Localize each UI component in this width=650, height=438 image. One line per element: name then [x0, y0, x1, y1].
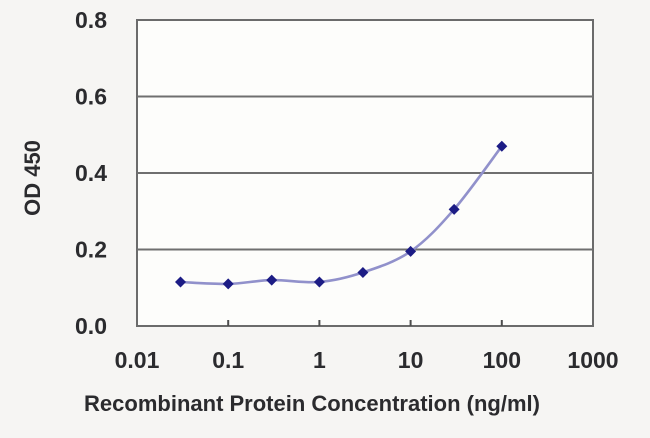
y-axis-title: OD 450 — [20, 140, 45, 216]
x-tick-label-0.1: 0.1 — [212, 347, 244, 373]
x-tick-label-10: 10 — [398, 347, 424, 373]
data-point-marker-10 — [405, 245, 417, 257]
data-point-marker-0.1 — [222, 278, 234, 290]
data-point-marker-3 — [357, 266, 369, 278]
data-point-marker-0.3 — [266, 274, 278, 286]
plot-area: 0.0 0.2 0.4 0.6 0.8 0.01 0.1 1 10 100 1000 — [75, 7, 619, 373]
y-tick-label-0.0: 0.0 — [75, 313, 107, 339]
data-point-marker-0.03 — [175, 276, 187, 288]
x-tick-label-1000: 1000 — [567, 347, 618, 373]
data-point-marker-30 — [448, 203, 460, 215]
x-tick-label-1: 1 — [313, 347, 326, 373]
x-tick-label-0.01: 0.01 — [115, 347, 160, 373]
x-axis-title: Recombinant Protein Concentration (ng/ml… — [84, 391, 540, 416]
y-tick-label-0.6: 0.6 — [75, 84, 107, 110]
data-point-marker-100 — [496, 140, 508, 152]
y-tick-label-0.8: 0.8 — [75, 7, 107, 33]
data-point-marker-1 — [313, 276, 325, 288]
x-tick-label-100: 100 — [483, 347, 521, 373]
y-tick-label-0.4: 0.4 — [75, 160, 107, 186]
y-tick-label-0.2: 0.2 — [75, 237, 107, 263]
